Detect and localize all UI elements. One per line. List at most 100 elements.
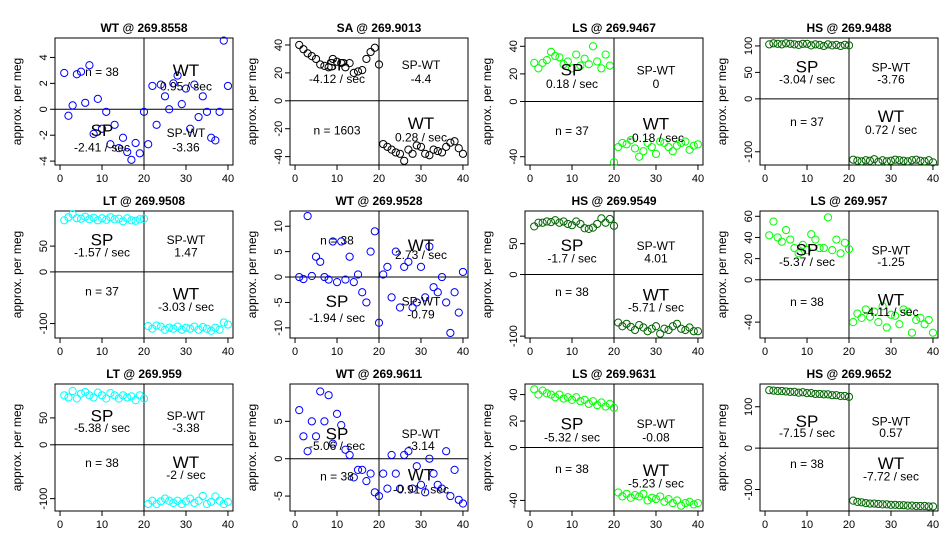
data-point xyxy=(790,40,799,49)
x-tick-label: 10 xyxy=(331,173,343,185)
data-point xyxy=(593,219,602,229)
data-point xyxy=(878,500,887,509)
y-tick-label: 50 xyxy=(743,66,755,78)
data-point xyxy=(160,494,170,503)
y-axis-label: approx. per meg xyxy=(245,404,259,491)
data-point xyxy=(93,216,102,225)
data-point xyxy=(773,386,782,396)
data-point xyxy=(886,156,896,165)
panel-3: LS @ 269.9467 0 10 20 30 40 -40 0 20 40 approx. pe… xyxy=(480,21,704,185)
data-point xyxy=(891,311,900,320)
data-point xyxy=(840,391,849,401)
x-tick-label: 20 xyxy=(608,519,620,531)
data-point xyxy=(425,242,434,251)
y-tick-label: -40 xyxy=(743,314,755,330)
data-point xyxy=(630,491,640,500)
data-point xyxy=(584,399,593,408)
data-point xyxy=(144,140,153,149)
data-point xyxy=(76,67,86,76)
data-point xyxy=(605,61,614,70)
y-tick-label: 0 xyxy=(508,98,520,104)
data-point xyxy=(899,501,908,510)
data-point xyxy=(446,491,455,501)
data-point xyxy=(874,318,883,327)
data-point xyxy=(362,477,371,486)
x-tick-label: 0 xyxy=(762,346,768,358)
x-tick-label: 0 xyxy=(57,173,63,185)
data-point xyxy=(920,501,929,511)
data-point xyxy=(912,155,921,164)
data-point xyxy=(916,156,925,165)
data-point xyxy=(593,401,602,410)
data-point xyxy=(102,215,111,224)
data-point xyxy=(635,320,644,330)
data-point xyxy=(106,140,115,149)
data-point xyxy=(815,389,824,399)
annotation: -4.12 / sec xyxy=(309,72,365,86)
panel-title: LT @ 269.9508 xyxy=(103,194,186,208)
data-point xyxy=(794,40,803,49)
panel-8: LS @ 269.957 0 10 20 30 40 -40 0 20 40 60 approx. p… xyxy=(715,194,939,358)
y-axis-label: approx. per meg xyxy=(245,231,259,318)
data-point xyxy=(345,59,354,68)
annotation: -7.72 / sec xyxy=(863,469,919,483)
data-point xyxy=(311,252,321,261)
data-point xyxy=(895,320,904,329)
annotation: -3.04 / sec xyxy=(779,73,835,87)
data-point xyxy=(320,417,329,426)
panel-4: HS @ 269.9488 0 10 20 30 40 -100 0 50 100 approx. … xyxy=(715,21,939,185)
data-point xyxy=(64,111,73,120)
annotation: SP xyxy=(326,55,349,74)
data-point xyxy=(454,308,463,317)
data-point xyxy=(807,389,816,398)
data-point xyxy=(320,61,329,71)
data-point xyxy=(685,145,694,154)
x-tick-label: 10 xyxy=(801,346,813,358)
annotation: n = 38 xyxy=(555,462,589,476)
data-point xyxy=(341,275,350,284)
x-tick-label: 10 xyxy=(331,346,343,358)
annotation: WT xyxy=(878,290,904,309)
data-point xyxy=(542,55,551,65)
data-point xyxy=(630,144,640,153)
y-tick-label: 0 xyxy=(508,271,520,277)
data-point xyxy=(551,393,560,402)
data-point xyxy=(76,214,86,223)
data-point xyxy=(693,498,703,508)
data-point xyxy=(769,217,778,226)
data-point xyxy=(110,120,119,129)
data-point xyxy=(798,39,807,48)
data-point xyxy=(421,149,430,158)
x-tick-label: 20 xyxy=(138,173,150,185)
x-tick-label: 20 xyxy=(138,519,150,531)
data-point xyxy=(563,219,572,229)
data-point xyxy=(836,391,845,401)
y-tick-label: -40 xyxy=(273,149,285,165)
annotation: -4.4 xyxy=(411,72,432,86)
data-point xyxy=(114,214,123,223)
data-point xyxy=(643,327,652,336)
data-point xyxy=(181,497,191,506)
data-point xyxy=(899,305,908,314)
data-point xyxy=(853,309,862,318)
data-point xyxy=(530,385,539,394)
panel-title: LT @ 269.959 xyxy=(106,367,182,381)
data-point xyxy=(89,213,98,222)
data-point xyxy=(870,307,879,316)
data-point xyxy=(815,243,824,253)
data-point xyxy=(307,417,316,426)
data-point xyxy=(68,209,77,219)
data-point xyxy=(865,499,875,508)
data-point xyxy=(781,225,791,235)
annotation: SP xyxy=(796,241,819,260)
annotation: WT xyxy=(408,236,434,255)
data-point xyxy=(656,492,665,501)
y-tick-label: 20 xyxy=(508,415,520,427)
data-point xyxy=(123,393,132,402)
data-point xyxy=(769,386,778,395)
data-point xyxy=(223,81,233,91)
data-point xyxy=(769,39,778,48)
data-point xyxy=(874,157,883,166)
data-point xyxy=(832,391,841,400)
